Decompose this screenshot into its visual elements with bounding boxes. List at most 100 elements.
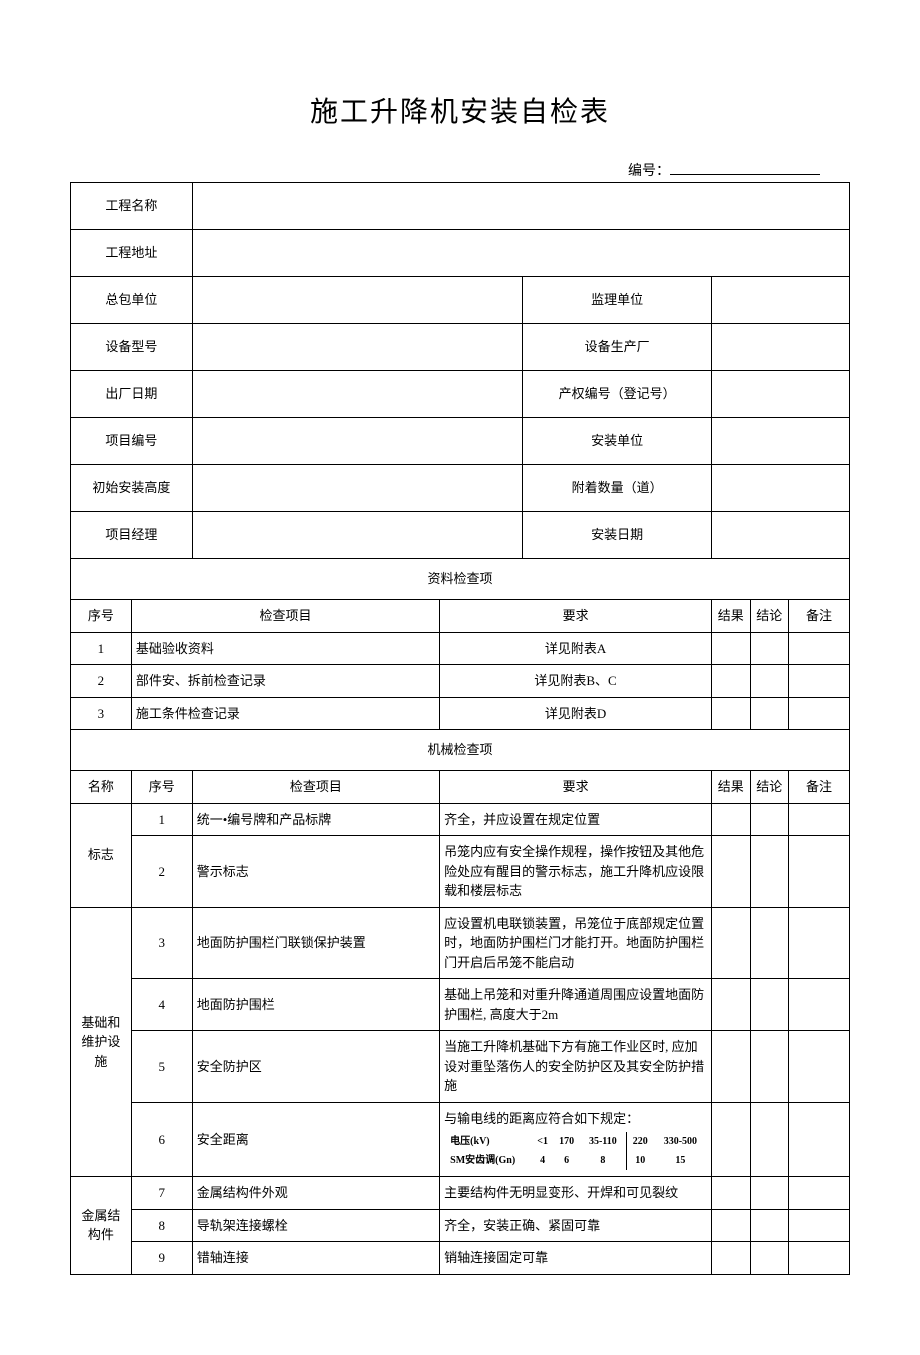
label-project-name: 工程名称 — [71, 183, 193, 230]
s2-req: 基础上吊笼和对重升降通道周围应设置地面防护围栏, 高度大于2m — [440, 979, 712, 1031]
s1-col-result: 结果 — [711, 600, 750, 633]
s1-row: 1 基础验收资料 详见附表A — [71, 632, 850, 665]
s2-group-name: 金属结构件 — [71, 1177, 132, 1275]
s1-req: 详见附表A — [440, 632, 712, 665]
s2-col-seq: 序号 — [131, 771, 192, 804]
label-supervisor: 监理单位 — [523, 277, 712, 324]
s2-col-req: 要求 — [440, 771, 712, 804]
s2-col-remark: 备注 — [789, 771, 850, 804]
s2-result — [711, 1242, 750, 1275]
section2-title: 机械检查项 — [71, 730, 850, 771]
safety-distance-table: 电压(kV) <1 170 35-110 220 330-500 SM安​齿​调… — [444, 1132, 707, 1170]
s2-row: 5 安全防护区 当施工升降机基础下方有施工作业区时, 应加设对重坠落伤人的安全防… — [71, 1031, 850, 1103]
s2-req: 齐全，并应设置在规定位置 — [440, 803, 712, 836]
s2-remark — [789, 907, 850, 979]
s2-group-name: 基础和维护设施 — [71, 907, 132, 1177]
s2-req: 销轴连接固定可靠 — [440, 1242, 712, 1275]
value-pm — [192, 512, 523, 559]
s2-remark — [789, 803, 850, 836]
label-equip-model: 设备型号 — [71, 324, 193, 371]
sd-row1-v: 220 — [626, 1132, 654, 1151]
label-project-addr: 工程地址 — [71, 230, 193, 277]
s2-seq: 5 — [131, 1031, 192, 1103]
value-factory-date — [192, 371, 523, 418]
s2-result — [711, 1209, 750, 1242]
s2-col-concl: 结论 — [750, 771, 789, 804]
s2-col-item: 检查项目 — [192, 771, 439, 804]
s2-col-name: 名称 — [71, 771, 132, 804]
page-title: 施工升降机安装自检表 — [70, 90, 850, 130]
s2-item: 安全距离 — [192, 1102, 439, 1177]
sd-row2-label: SM安​齿​调(Gn) — [444, 1151, 532, 1170]
sd-row1-v: 170 — [553, 1132, 580, 1151]
s1-item: 施工条件检查记录 — [131, 697, 439, 730]
s2-seq: 7 — [131, 1177, 192, 1210]
s2-concl — [750, 803, 789, 836]
s1-result — [711, 665, 750, 698]
s2-row: 6 安全距离 与输电线的距离应符合如下规定： 电压(kV) <1 170 35-… — [71, 1102, 850, 1177]
s1-remark — [789, 665, 850, 698]
s2-req: 当施工升降机基础下方有施工作业区时, 应加设对重坠落伤人的安全防护区及其安全防护… — [440, 1031, 712, 1103]
s1-remark — [789, 632, 850, 665]
s2-row: 金属结构件 7 金属结构件外观 主要结构件无明显变形、开焊和可见裂纹 — [71, 1177, 850, 1210]
s2-result — [711, 836, 750, 908]
sd-row2-v: 8 — [580, 1151, 626, 1170]
label-general-contractor: 总包单位 — [71, 277, 193, 324]
s2-item: 地面防护围栏 — [192, 979, 439, 1031]
s1-col-concl: 结论 — [750, 600, 789, 633]
s2-item: 统一•编号牌和产品标牌 — [192, 803, 439, 836]
s2-item: 地面防护围栏门联锁保护装置 — [192, 907, 439, 979]
sd-row2-v: 4 — [532, 1151, 553, 1170]
s2-result — [711, 1102, 750, 1177]
s1-col-req: 要求 — [440, 600, 712, 633]
s1-seq: 3 — [71, 697, 132, 730]
value-equip-model — [192, 324, 523, 371]
s2-concl — [750, 1031, 789, 1103]
label-init-height: 初始安装高度 — [71, 465, 193, 512]
s2-remark — [789, 1209, 850, 1242]
s2-req: 齐全，安装正确、紧固可靠 — [440, 1209, 712, 1242]
sd-row1-label: 电压(kV) — [444, 1132, 532, 1151]
s2-seq: 3 — [131, 907, 192, 979]
label-install-date: 安装日期 — [523, 512, 712, 559]
s1-result — [711, 697, 750, 730]
section1-title: 资料检查项 — [71, 559, 850, 600]
s2-concl — [750, 836, 789, 908]
s2-concl — [750, 907, 789, 979]
s2-result — [711, 1177, 750, 1210]
s2-remark — [789, 836, 850, 908]
s1-concl — [750, 665, 789, 698]
s2-seq: 9 — [131, 1242, 192, 1275]
value-project-no — [192, 418, 523, 465]
s2-req: 主要结构件无明显变形、开焊和可见裂纹 — [440, 1177, 712, 1210]
s2-row: 9 错轴连接 销轴连接固定可靠 — [71, 1242, 850, 1275]
s2-remark — [789, 979, 850, 1031]
s2-result — [711, 907, 750, 979]
s2-item: 警示标志 — [192, 836, 439, 908]
s2-remark — [789, 1177, 850, 1210]
doc-number-label: 编号： — [628, 164, 670, 179]
s1-concl — [750, 697, 789, 730]
s2-req: 应设置机电联锁装置，吊笼位于底部规定位置时，地面防护围栏门才能打开。地面防护围栏… — [440, 907, 712, 979]
s2-seq: 8 — [131, 1209, 192, 1242]
s1-remark — [789, 697, 850, 730]
s1-item: 基础验收资料 — [131, 632, 439, 665]
value-project-addr — [192, 230, 849, 277]
label-project-no: 项目编号 — [71, 418, 193, 465]
sd-row1-v: 330-500 — [654, 1132, 707, 1151]
s2-row: 基础和维护设施 3 地面防护围栏门联锁保护装置 应设置机电联锁装置，吊笼位于底部… — [71, 907, 850, 979]
s1-result — [711, 632, 750, 665]
s2-item: 错轴连接 — [192, 1242, 439, 1275]
sd-row1-v: 35-110 — [580, 1132, 626, 1151]
s2-concl — [750, 1209, 789, 1242]
value-attach-qty — [711, 465, 849, 512]
label-equip-maker: 设备生产厂 — [523, 324, 712, 371]
s1-row: 3 施工条件检查记录 详见附表D — [71, 697, 850, 730]
s1-row: 2 部件安、拆前检查记录 详见附表B、C — [71, 665, 850, 698]
s2-result — [711, 979, 750, 1031]
s2-item: 安全防护区 — [192, 1031, 439, 1103]
safety-distance-intro: 与输电线的距离应符合如下规定： — [444, 1109, 707, 1129]
s1-req: 详见附表B、C — [440, 665, 712, 698]
s2-item: 金属结构件外观 — [192, 1177, 439, 1210]
s1-col-seq: 序号 — [71, 600, 132, 633]
